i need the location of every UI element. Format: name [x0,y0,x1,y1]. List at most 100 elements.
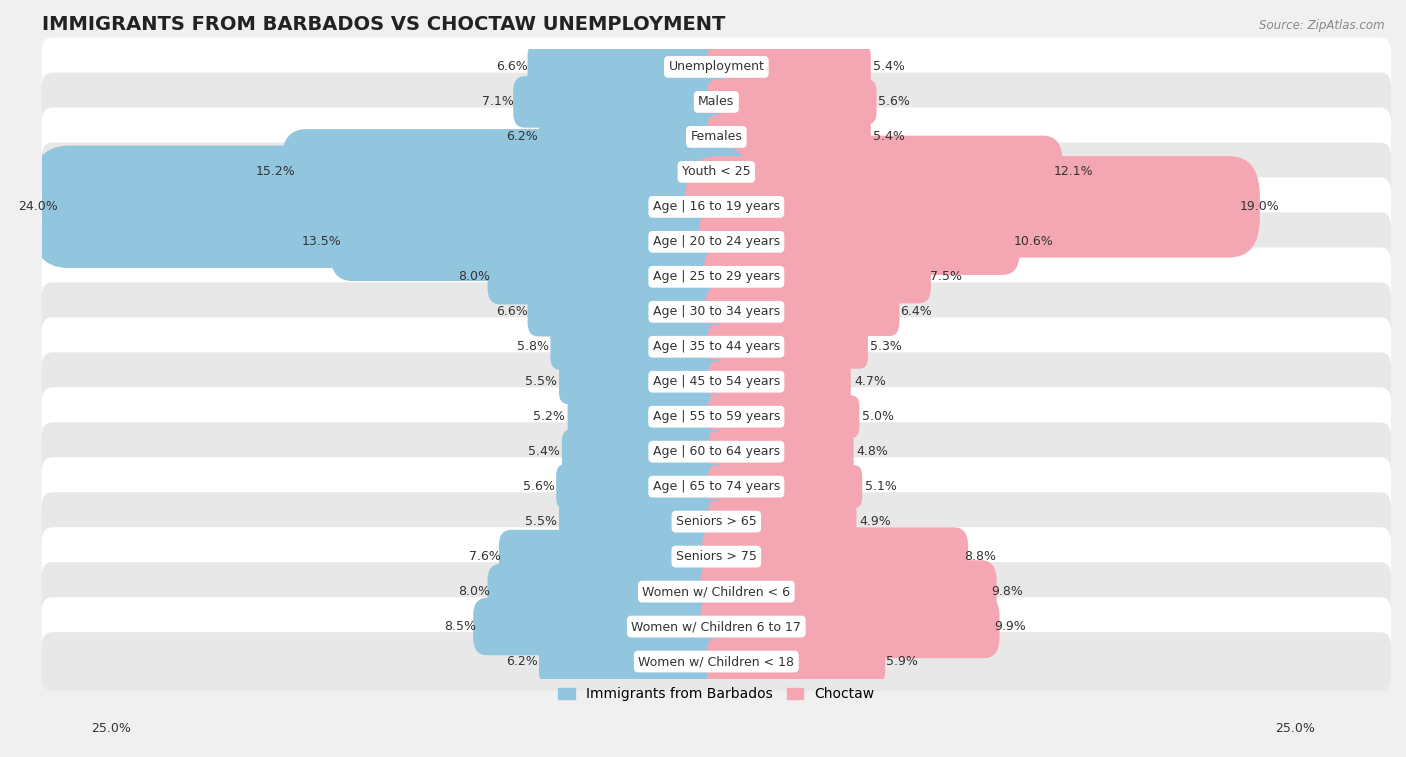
FancyBboxPatch shape [42,422,1391,481]
FancyBboxPatch shape [281,129,741,214]
FancyBboxPatch shape [42,492,1391,551]
FancyBboxPatch shape [700,560,997,623]
Text: Age | 45 to 54 years: Age | 45 to 54 years [652,375,780,388]
FancyBboxPatch shape [42,562,1391,621]
FancyBboxPatch shape [42,632,1391,691]
Text: Age | 60 to 64 years: Age | 60 to 64 years [652,445,780,458]
FancyBboxPatch shape [488,564,730,619]
Text: Males: Males [699,95,734,108]
FancyBboxPatch shape [330,203,738,281]
Text: Women w/ Children 6 to 17: Women w/ Children 6 to 17 [631,620,801,633]
FancyBboxPatch shape [709,465,862,508]
FancyBboxPatch shape [42,142,1391,201]
FancyBboxPatch shape [538,637,727,685]
Text: 5.9%: 5.9% [886,655,918,668]
FancyBboxPatch shape [513,76,728,128]
Text: 5.4%: 5.4% [873,61,904,73]
FancyBboxPatch shape [538,113,727,160]
FancyBboxPatch shape [557,464,725,509]
FancyBboxPatch shape [42,527,1391,586]
FancyBboxPatch shape [527,287,727,336]
Text: 5.4%: 5.4% [527,445,560,458]
Text: 10.6%: 10.6% [1014,235,1053,248]
FancyBboxPatch shape [707,638,886,685]
FancyBboxPatch shape [42,282,1391,341]
FancyBboxPatch shape [42,352,1391,411]
Text: Age | 20 to 24 years: Age | 20 to 24 years [652,235,780,248]
Text: 12.1%: 12.1% [1053,165,1094,179]
Text: Women w/ Children < 6: Women w/ Children < 6 [643,585,790,598]
FancyBboxPatch shape [697,136,1063,208]
FancyBboxPatch shape [704,251,931,304]
FancyBboxPatch shape [562,429,725,474]
Text: 5.6%: 5.6% [879,95,910,108]
Text: 24.0%: 24.0% [18,201,58,213]
Text: 4.8%: 4.8% [856,445,889,458]
Text: 9.9%: 9.9% [994,620,1026,633]
FancyBboxPatch shape [560,360,725,404]
Text: Age | 30 to 34 years: Age | 30 to 34 years [652,305,780,318]
FancyBboxPatch shape [706,288,900,336]
Text: 5.8%: 5.8% [517,340,548,354]
Text: 25.0%: 25.0% [1275,721,1315,735]
Text: 7.1%: 7.1% [482,95,515,108]
FancyBboxPatch shape [686,156,1260,257]
Text: 6.2%: 6.2% [506,130,538,143]
Text: 8.5%: 8.5% [444,620,477,633]
Text: Age | 25 to 29 years: Age | 25 to 29 years [652,270,780,283]
Text: Seniors > 75: Seniors > 75 [676,550,756,563]
FancyBboxPatch shape [42,317,1391,376]
Text: Youth < 25: Youth < 25 [682,165,751,179]
Text: Age | 16 to 19 years: Age | 16 to 19 years [652,201,780,213]
Text: 6.4%: 6.4% [900,305,932,318]
Text: 6.2%: 6.2% [506,655,538,668]
FancyBboxPatch shape [42,38,1391,96]
Text: 6.6%: 6.6% [496,61,527,73]
FancyBboxPatch shape [707,325,868,369]
Text: Females: Females [690,130,742,143]
FancyBboxPatch shape [42,388,1391,446]
FancyBboxPatch shape [709,500,856,543]
Text: 5.4%: 5.4% [873,130,904,143]
Text: 5.3%: 5.3% [870,340,903,354]
FancyBboxPatch shape [709,431,853,472]
Text: Age | 65 to 74 years: Age | 65 to 74 years [652,480,780,493]
Text: Unemployment: Unemployment [668,61,765,73]
Text: 15.2%: 15.2% [256,165,295,179]
FancyBboxPatch shape [488,249,730,304]
Text: 19.0%: 19.0% [1240,201,1279,213]
FancyBboxPatch shape [499,530,728,584]
Text: Seniors > 65: Seniors > 65 [676,515,756,528]
Text: 8.8%: 8.8% [965,550,997,563]
FancyBboxPatch shape [474,598,730,656]
Text: 7.5%: 7.5% [929,270,962,283]
Text: 5.1%: 5.1% [865,480,897,493]
Text: 7.6%: 7.6% [468,550,501,563]
Text: 8.0%: 8.0% [457,585,489,598]
FancyBboxPatch shape [42,177,1391,236]
Text: 4.9%: 4.9% [859,515,891,528]
Text: 5.5%: 5.5% [524,375,557,388]
FancyBboxPatch shape [42,457,1391,516]
Text: Source: ZipAtlas.com: Source: ZipAtlas.com [1260,19,1385,32]
Text: 6.6%: 6.6% [496,305,527,318]
Text: Age | 55 to 59 years: Age | 55 to 59 years [652,410,780,423]
FancyBboxPatch shape [707,79,876,124]
Text: 25.0%: 25.0% [91,721,131,735]
FancyBboxPatch shape [707,115,870,159]
Legend: Immigrants from Barbados, Choctaw: Immigrants from Barbados, Choctaw [553,681,880,707]
FancyBboxPatch shape [709,361,851,403]
FancyBboxPatch shape [550,324,725,369]
Text: IMMIGRANTS FROM BARBADOS VS CHOCTAW UNEMPLOYMENT: IMMIGRANTS FROM BARBADOS VS CHOCTAW UNEM… [42,15,725,34]
Text: 5.5%: 5.5% [524,515,557,528]
Text: 8.0%: 8.0% [457,270,489,283]
FancyBboxPatch shape [42,597,1391,656]
Text: 13.5%: 13.5% [301,235,342,248]
FancyBboxPatch shape [42,73,1391,131]
FancyBboxPatch shape [568,395,724,438]
Text: Women w/ Children < 18: Women w/ Children < 18 [638,655,794,668]
FancyBboxPatch shape [30,145,755,268]
Text: 9.8%: 9.8% [991,585,1024,598]
Text: 5.0%: 5.0% [862,410,894,423]
Text: Age | 35 to 44 years: Age | 35 to 44 years [652,340,780,354]
